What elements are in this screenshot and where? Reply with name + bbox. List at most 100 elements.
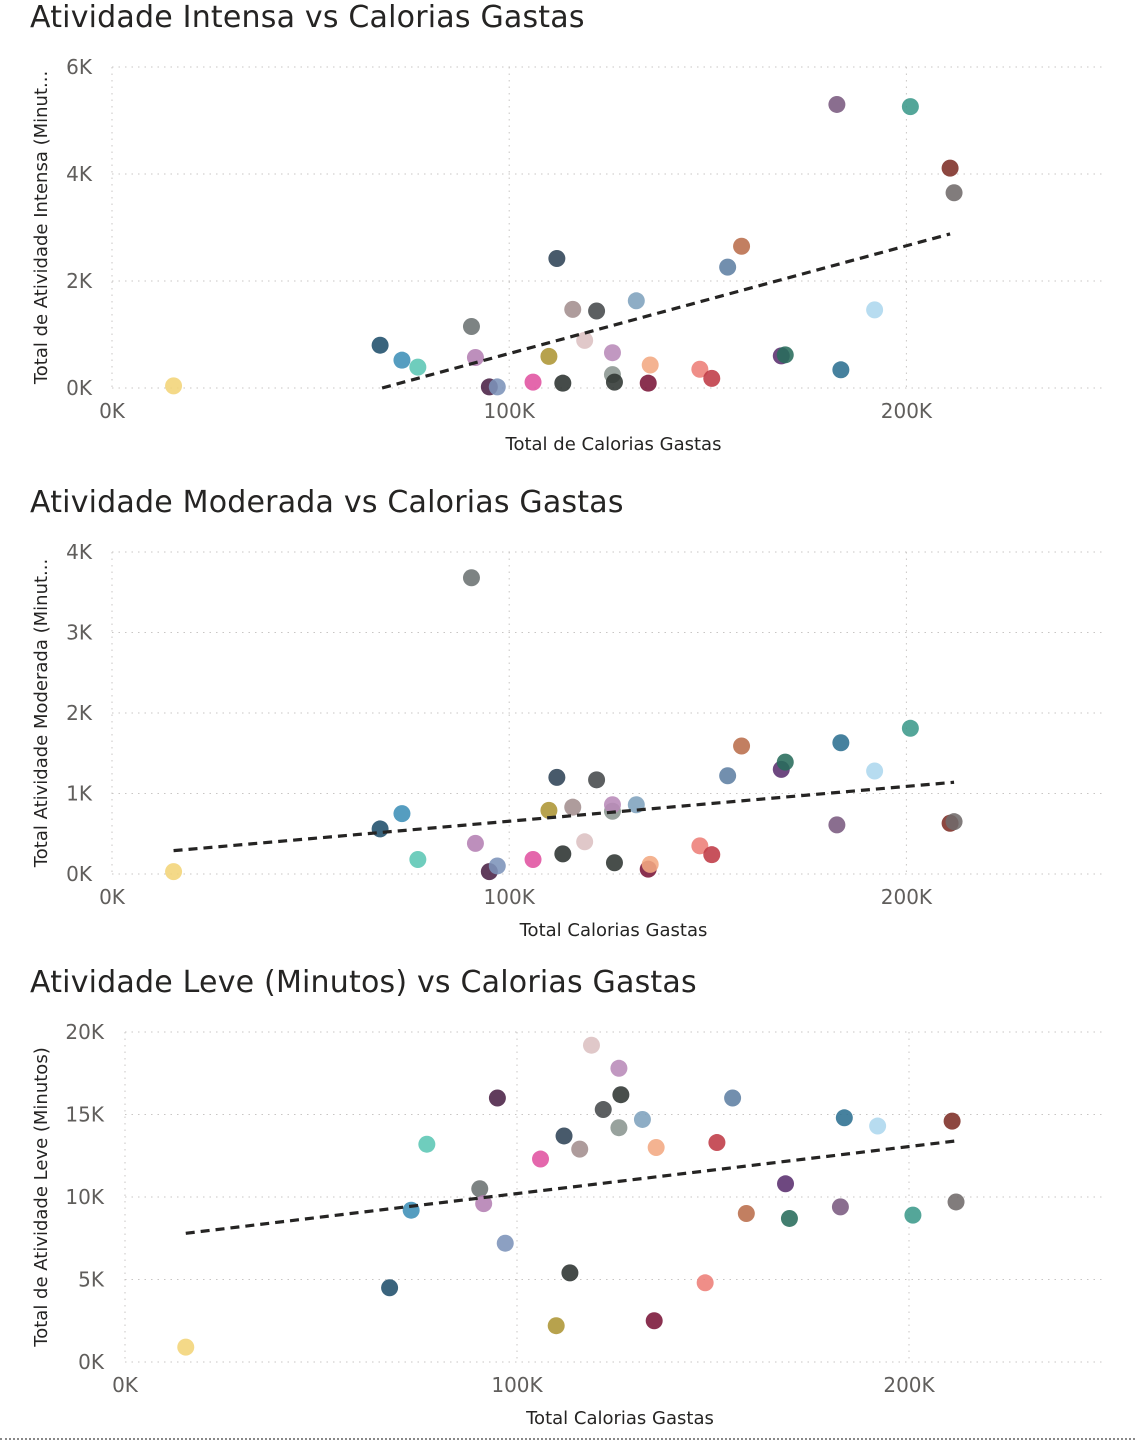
scatter-point[interactable] xyxy=(571,1140,589,1158)
scatter-point[interactable] xyxy=(777,1175,795,1193)
scatter-point[interactable] xyxy=(475,1195,493,1213)
y-tick-label: 1K xyxy=(66,782,93,806)
scatter-point[interactable] xyxy=(471,1180,489,1198)
x-tick-label: 0K xyxy=(112,1373,139,1397)
scatter-point[interactable] xyxy=(733,737,751,755)
scatter-point[interactable] xyxy=(696,1274,714,1292)
scatter-point[interactable] xyxy=(555,1127,573,1145)
scatter-point[interactable] xyxy=(588,302,606,320)
scatter-point[interactable] xyxy=(828,816,846,834)
scatter-point[interactable] xyxy=(901,98,919,116)
scatter-point[interactable] xyxy=(610,1059,628,1077)
scatter-point[interactable] xyxy=(733,237,751,255)
scatter-point[interactable] xyxy=(943,1112,961,1130)
scatter-point[interactable] xyxy=(832,361,850,379)
scatter-point[interactable] xyxy=(371,820,389,838)
scatter-point[interactable] xyxy=(488,857,506,875)
scatter-point[interactable] xyxy=(703,369,721,387)
scatter-chart-leve[interactable]: 0K 5K 10K 15K 20K 0K 100K 200K Total Calorias Ga… xyxy=(0,965,1135,1435)
scatter-point[interactable] xyxy=(904,1206,922,1224)
scatter-point[interactable] xyxy=(582,1036,600,1054)
scatter-point[interactable] xyxy=(866,762,884,780)
scatter-point[interactable] xyxy=(548,250,566,268)
scatter-point[interactable] xyxy=(941,159,959,177)
scatter-point[interactable] xyxy=(371,336,389,354)
scatter-point[interactable] xyxy=(381,1279,399,1297)
scatter-point[interactable] xyxy=(647,1139,665,1156)
scatter-point[interactable] xyxy=(828,95,846,113)
scatter-point[interactable] xyxy=(548,768,566,786)
y-tick-label: 4K xyxy=(66,540,93,564)
scatter-point[interactable] xyxy=(524,851,542,869)
scatter-point[interactable] xyxy=(605,854,623,872)
scatter-point[interactable] xyxy=(576,833,594,851)
scatter-point[interactable] xyxy=(418,1135,436,1153)
scatter-point[interactable] xyxy=(627,292,645,310)
y-axis-title: Total de Atividade Leve (Minutos) xyxy=(31,1047,52,1347)
scatter-point[interactable] xyxy=(603,344,621,362)
scatter-point[interactable] xyxy=(612,1086,630,1104)
scatter-point[interactable] xyxy=(776,346,794,364)
scatter-point[interactable] xyxy=(691,837,709,855)
scatter-point[interactable] xyxy=(603,796,621,814)
scatter-chart-intensa[interactable]: 0K 2K 4K 6K 0K 100K 200K Total de Calorias Gast… xyxy=(0,0,1135,470)
scatter-point[interactable] xyxy=(945,184,963,202)
chart-panel-moderada: Atividade Moderada vs Calorias Gastas 0K… xyxy=(0,485,1135,955)
scatter-point[interactable] xyxy=(564,300,582,318)
scatter-point[interactable] xyxy=(554,845,572,863)
scatter-point[interactable] xyxy=(945,813,963,831)
x-tick-label: 0K xyxy=(99,885,126,909)
scatter-point[interactable] xyxy=(165,377,183,395)
scatter-point[interactable] xyxy=(737,1205,755,1222)
scatter-point[interactable] xyxy=(832,734,850,752)
scatter-point[interactable] xyxy=(708,1134,726,1152)
scatter-point[interactable] xyxy=(496,1234,514,1252)
scatter-point[interactable] xyxy=(466,834,484,852)
scatter-point[interactable] xyxy=(641,356,659,374)
scatter-point[interactable] xyxy=(177,1338,195,1356)
scatter-point[interactable] xyxy=(462,569,480,587)
scatter-point[interactable] xyxy=(831,1198,849,1216)
scatter-point[interactable] xyxy=(641,855,659,873)
scatter-point[interactable] xyxy=(540,801,558,819)
scatter-point[interactable] xyxy=(866,301,884,319)
scatter-point[interactable] xyxy=(532,1150,550,1168)
scatter-point[interactable] xyxy=(466,349,484,367)
scatter-point[interactable] xyxy=(393,351,411,369)
scatter-point[interactable] xyxy=(947,1193,965,1211)
scatter-point[interactable] xyxy=(524,373,542,391)
scatter-point[interactable] xyxy=(561,1264,579,1282)
scatter-point[interactable] xyxy=(901,719,919,737)
scatter-point[interactable] xyxy=(780,1209,798,1227)
scatter-point[interactable] xyxy=(719,767,737,785)
scatter-point[interactable] xyxy=(564,798,582,816)
scatter-point[interactable] xyxy=(409,358,427,376)
scatter-point[interactable] xyxy=(703,846,721,864)
scatter-point[interactable] xyxy=(488,1089,506,1107)
scatter-point[interactable] xyxy=(724,1089,742,1107)
scatter-chart-moderada[interactable]: 0K 1K 2K 3K 4K 0K 100K 200K Total Calorias Gasta… xyxy=(0,485,1135,955)
scatter-point[interactable] xyxy=(165,863,183,881)
scatter-point[interactable] xyxy=(605,373,623,391)
scatter-point[interactable] xyxy=(776,753,794,771)
chart-title: Atividade Intensa vs Calorias Gastas xyxy=(30,0,585,35)
scatter-point[interactable] xyxy=(547,1317,565,1335)
scatter-point[interactable] xyxy=(639,374,657,392)
scatter-point[interactable] xyxy=(610,1119,628,1137)
scatter-point[interactable] xyxy=(409,851,427,869)
scatter-point[interactable] xyxy=(594,1101,612,1119)
scatter-point[interactable] xyxy=(633,1110,651,1128)
scatter-point[interactable] xyxy=(691,360,709,378)
scatter-point[interactable] xyxy=(869,1117,887,1135)
scatter-point[interactable] xyxy=(588,771,606,789)
scatter-point[interactable] xyxy=(576,331,594,349)
scatter-point[interactable] xyxy=(835,1109,853,1127)
scatter-point[interactable] xyxy=(645,1312,663,1330)
scatter-point[interactable] xyxy=(554,374,572,392)
scatter-point[interactable] xyxy=(393,805,411,823)
scatter-point[interactable] xyxy=(462,317,480,335)
scatter-point[interactable] xyxy=(719,258,737,276)
scatter-point[interactable] xyxy=(488,378,506,396)
y-tick-label: 3K xyxy=(66,621,93,645)
scatter-point[interactable] xyxy=(540,347,558,365)
